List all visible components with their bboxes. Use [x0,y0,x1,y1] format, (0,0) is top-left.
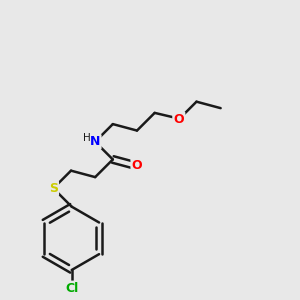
Text: Cl: Cl [65,282,78,295]
Text: H: H [83,133,91,143]
Text: O: O [132,159,142,172]
Text: O: O [173,113,184,126]
Text: N: N [90,135,100,148]
Text: S: S [49,182,58,195]
